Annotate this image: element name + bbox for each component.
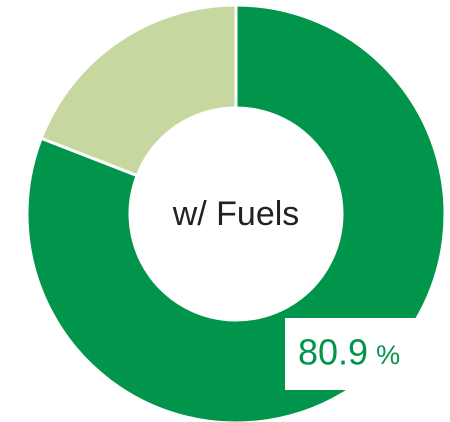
value-unit: % xyxy=(376,340,400,370)
value-label: 80.9 xyxy=(298,332,368,373)
slice xyxy=(39,3,238,178)
center-label: w/ Fuels xyxy=(172,195,300,233)
label-box xyxy=(285,318,427,390)
slices xyxy=(25,3,447,422)
slice xyxy=(25,3,447,422)
